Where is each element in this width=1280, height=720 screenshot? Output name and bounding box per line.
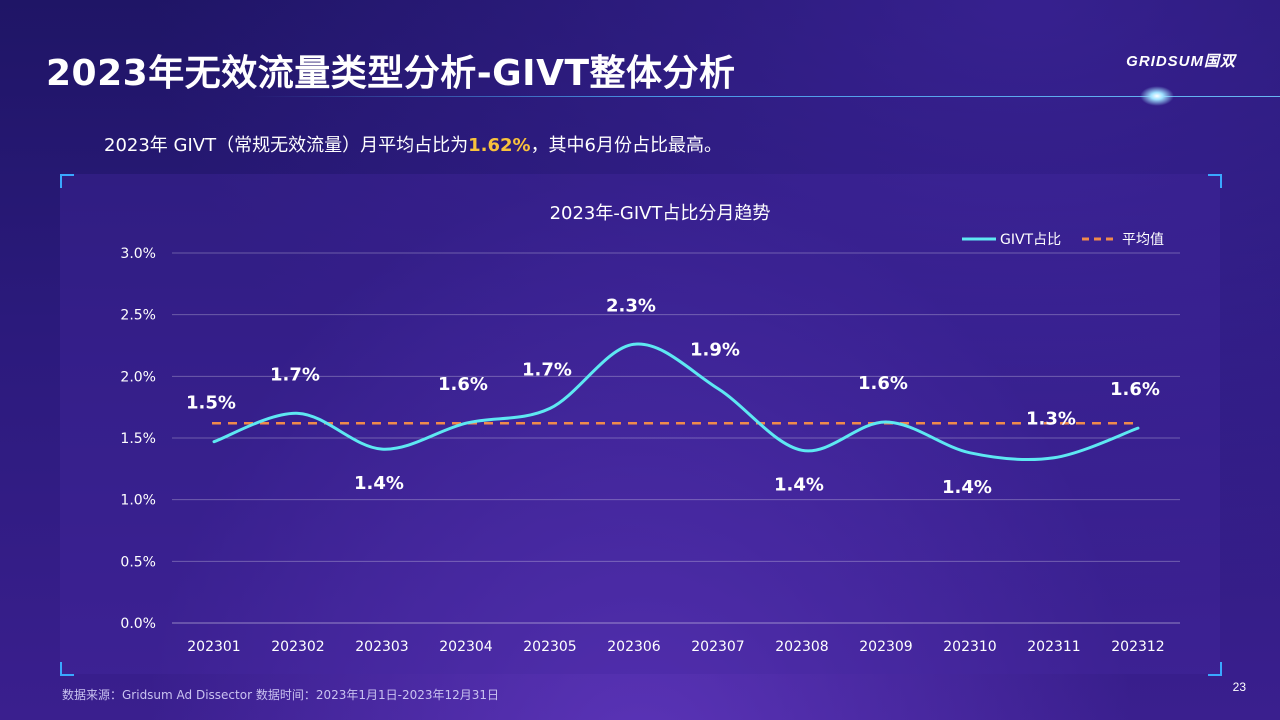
data-label: 1.7% bbox=[522, 359, 572, 380]
data-labels: 1.5% 1.7% 1.4% 1.6% 1.7% 2.3% 1.9% 1.4% 1.6% 1.4%… bbox=[186, 295, 1160, 498]
corner-bottom-left bbox=[60, 662, 74, 676]
data-source-note: 数据来源：Gridsum Ad Dissector 数据时间：2023年1月1日… bbox=[62, 688, 500, 702]
x-tick-label: 202301 bbox=[187, 639, 240, 655]
x-tick-label: 202312 bbox=[1111, 639, 1164, 655]
data-label: 1.3% bbox=[1026, 409, 1076, 430]
data-label: 1.4% bbox=[354, 473, 404, 494]
x-tick-label: 202308 bbox=[775, 639, 828, 655]
y-tick-label: 2.0% bbox=[120, 369, 156, 385]
data-label: 1.6% bbox=[858, 373, 908, 394]
page-number: 23 bbox=[1232, 680, 1246, 694]
x-axis-ticks: 202301 202302 202303 202304 202305 202306 2023… bbox=[187, 639, 1164, 655]
x-tick-label: 202304 bbox=[439, 639, 493, 655]
data-label: 1.7% bbox=[270, 364, 320, 385]
summary-highlight: 1.62% bbox=[468, 135, 531, 156]
y-axis-ticks: 0.0% 0.5% 1.0% 1.5% 2.0% 2.5% 3.0% bbox=[120, 246, 156, 632]
summary-post: ，其中6月份占比最高。 bbox=[530, 135, 723, 156]
data-label: 1.5% bbox=[186, 393, 236, 414]
y-tick-label: 3.0% bbox=[120, 246, 156, 262]
legend-label-average: 平均值 bbox=[1122, 232, 1164, 248]
summary-pre: 2023年 GIVT（常规无效流量）月平均占比为 bbox=[104, 135, 469, 156]
page-title: 2023年无效流量类型分析-GIVT整体分析 bbox=[46, 53, 736, 94]
header-divider bbox=[250, 96, 1280, 97]
summary-text: 2023年 GIVT（常规无效流量）月平均占比为1.62%，其中6月份占比最高。 bbox=[104, 131, 722, 157]
y-tick-label: 1.5% bbox=[120, 431, 156, 447]
y-tick-label: 0.0% bbox=[120, 616, 156, 632]
x-tick-label: 202302 bbox=[271, 639, 324, 655]
legend: GIVT占比 平均值 bbox=[962, 232, 1164, 248]
data-label: 1.6% bbox=[1110, 379, 1160, 400]
x-tick-label: 202311 bbox=[1027, 639, 1080, 655]
legend-label-givt: GIVT占比 bbox=[1000, 232, 1061, 248]
corner-top-left bbox=[60, 174, 74, 188]
y-tick-label: 2.5% bbox=[120, 308, 156, 324]
x-tick-label: 202303 bbox=[355, 639, 408, 655]
data-label: 1.9% bbox=[690, 340, 740, 361]
data-label: 1.6% bbox=[438, 374, 488, 395]
grid-layer bbox=[172, 252, 1180, 624]
x-tick-label: 202306 bbox=[607, 639, 661, 655]
chart-title: 2023年-GIVT占比分月趋势 bbox=[550, 203, 771, 224]
corner-bottom-right bbox=[1208, 662, 1222, 676]
data-label: 2.3% bbox=[606, 295, 656, 316]
data-label: 1.4% bbox=[774, 474, 824, 495]
y-tick-label: 1.0% bbox=[120, 493, 156, 509]
series-layer bbox=[212, 342, 1140, 462]
x-tick-label: 202307 bbox=[691, 639, 744, 655]
x-tick-label: 202305 bbox=[523, 639, 576, 655]
data-label: 1.4% bbox=[942, 477, 992, 498]
corner-top-right bbox=[1208, 174, 1222, 188]
header-glow bbox=[1140, 86, 1174, 106]
y-tick-label: 0.5% bbox=[120, 554, 156, 570]
gridsum-logo: GRIDSUM国双 bbox=[1126, 53, 1236, 70]
x-tick-label: 202310 bbox=[943, 639, 996, 655]
x-tick-label: 202309 bbox=[859, 639, 912, 655]
givt-series-line bbox=[212, 342, 1140, 462]
